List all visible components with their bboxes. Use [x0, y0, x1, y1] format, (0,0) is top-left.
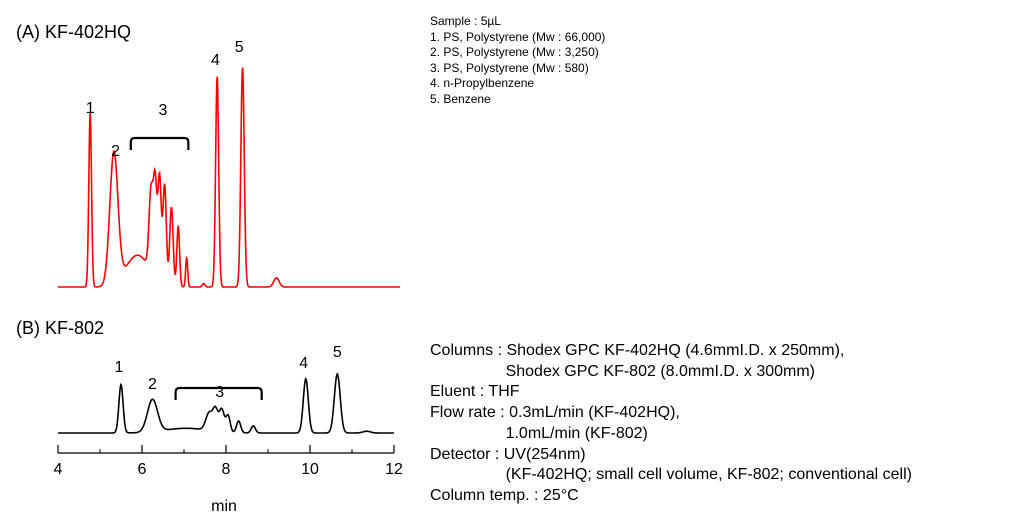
sample-info-line: 4. n-Propylbenzene	[430, 76, 535, 91]
conditions-info: Columns : Shodex GPC KF-402HQ (4.6mmI.D.…	[430, 341, 912, 507]
x-tick-label: 6	[138, 461, 147, 478]
peak-label: 5	[333, 344, 342, 361]
sample-info: Sample : 5µL 1. PS, Polystyrene (Mw : 66,…	[430, 14, 605, 108]
peak-label: 3	[159, 102, 168, 119]
conditions-info-line: Shodex GPC KF-802 (8.0mmI.D. x 300mm)	[430, 362, 815, 380]
sample-info-line: 5. Benzene	[430, 91, 491, 106]
sample-info-line: 1. PS, Polystyrene (Mw : 66,000)	[430, 29, 606, 44]
chart-b-title: (B) KF-802	[16, 318, 104, 338]
x-tick-label: 8	[222, 461, 231, 478]
conditions-info-line: Eluent : THF	[430, 383, 520, 401]
sample-info-line: 2. PS, Polystyrene (Mw : 3,250)	[430, 45, 599, 60]
sample-info-line: 3. PS, Polystyrene (Mw : 580)	[430, 60, 589, 75]
conditions-info-line: Flow rate : 0.3mL/min (KF-402HQ),	[430, 404, 680, 422]
chart-a-title: (A) KF-402HQ	[16, 22, 131, 42]
peak-label: 1	[86, 100, 95, 117]
conditions-info-line: 1.0mL/min (KF-802)	[430, 424, 648, 442]
peak-label: 3	[215, 384, 224, 401]
peak-label: 4	[211, 52, 220, 69]
trace-b-line	[58, 372, 394, 434]
conditions-info-line: (KF-402HQ; small cell volume, KF-802; co…	[430, 466, 912, 484]
peak-label: 1	[114, 359, 123, 376]
conditions-info-line: Columns : Shodex GPC KF-402HQ (4.6mmI.D.…	[430, 342, 845, 359]
x-tick-label: 4	[54, 461, 63, 478]
conditions-info-line: Detector : UV(254nm)	[430, 445, 586, 463]
sample-info-line: Sample : 5µL	[430, 14, 501, 28]
x-tick-label: 12	[385, 461, 403, 478]
peak-label: 2	[148, 376, 157, 393]
x-tick-label: 10	[301, 461, 319, 478]
peak-group-bracket	[174, 386, 263, 400]
peak-label: 4	[299, 355, 308, 372]
trace-a-line	[58, 67, 400, 288]
peak-label: 5	[235, 39, 244, 56]
x-axis-label: min	[211, 498, 237, 515]
peak-group-bracket	[129, 136, 190, 150]
conditions-info-line: Column temp. : 25°C	[430, 486, 579, 504]
peak-label: 2	[111, 143, 120, 160]
